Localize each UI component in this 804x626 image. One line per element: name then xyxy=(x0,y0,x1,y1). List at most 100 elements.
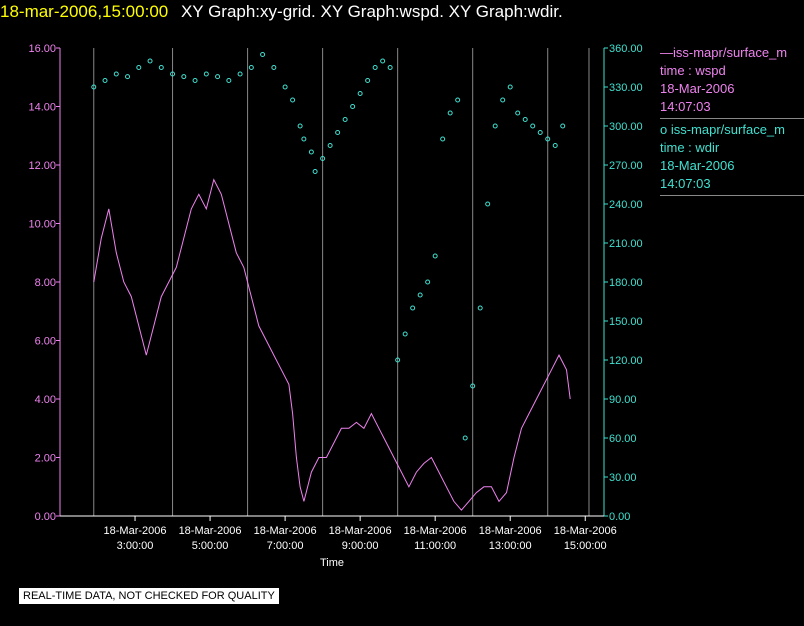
right-tick-label-0: 0.00 xyxy=(609,511,630,523)
series-wdir-point-22 xyxy=(312,169,318,174)
series-wdir-point-51 xyxy=(530,123,536,129)
x-tick-date-2: 18-Mar-2006 xyxy=(254,525,317,537)
right-tick-label-7: 210.00 xyxy=(609,238,643,250)
right-tick-label-6: 180.00 xyxy=(609,277,643,289)
legend-wdir-date: 18-Mar-2006 xyxy=(660,158,735,173)
right-tick-label-9: 270.00 xyxy=(609,160,643,172)
series-wdir-point-54 xyxy=(552,143,558,148)
series-wdir-point-43 xyxy=(470,383,476,389)
x-tick-date-4: 18-Mar-2006 xyxy=(404,525,467,537)
series-wdir-point-49 xyxy=(515,110,521,116)
quality-disclaimer: REAL-TIME DATA, NOT CHECKED FOR QUALITY xyxy=(19,588,279,604)
right-tick-label-12: 360.00 xyxy=(609,43,643,55)
legend-wspd-time: 14:07:03 xyxy=(660,99,711,114)
series-wdir-point-55 xyxy=(560,123,566,129)
x-tick-date-0: 18-Mar-2006 xyxy=(104,525,167,537)
left-tick-label-7: 14.00 xyxy=(28,102,56,114)
left-tick-label-4: 8.00 xyxy=(35,277,56,289)
series-wdir-point-18 xyxy=(290,97,296,103)
legend-entry-wspd[interactable]: —iss-mapr/surface_m time : wspd 18-Mar-2… xyxy=(660,44,804,119)
series-wdir-point-53 xyxy=(545,136,551,142)
series-wdir-point-48 xyxy=(507,84,513,90)
series-wdir-point-24 xyxy=(327,143,333,148)
legend: —iss-mapr/surface_m time : wspd 18-Mar-2… xyxy=(660,44,804,198)
series-wdir-point-9 xyxy=(192,78,198,83)
series-wdir-point-46 xyxy=(492,123,498,129)
series-wdir-point-40 xyxy=(447,110,453,116)
series-wdir-point-42 xyxy=(462,435,468,441)
series-wdir-point-23 xyxy=(320,156,326,161)
x-tick-time-6: 15:00:00 xyxy=(564,540,607,552)
series-wdir-point-21 xyxy=(308,149,314,155)
series-wdir-point-1 xyxy=(102,78,108,83)
series-wdir-point-4 xyxy=(136,65,142,70)
series-wdir-point-8 xyxy=(181,74,187,80)
x-tick-date-1: 18-Mar-2006 xyxy=(179,525,242,537)
x-tick-date-5: 18-Mar-2006 xyxy=(479,525,542,537)
left-tick-label-5: 10.00 xyxy=(28,219,56,231)
series-wdir-point-15 xyxy=(260,52,266,57)
series-wdir-point-2 xyxy=(113,71,119,77)
series-wdir-point-3 xyxy=(125,74,131,80)
series-wdir-point-7 xyxy=(170,71,176,77)
series-wdir-point-36 xyxy=(417,292,423,298)
series-wdir-point-17 xyxy=(282,84,288,90)
right-tick-label-8: 240.00 xyxy=(609,199,643,211)
right-tick-label-1: 30.00 xyxy=(609,472,637,484)
left-tick-label-3: 6.00 xyxy=(35,336,56,348)
left-tick-label-1: 2.00 xyxy=(35,453,56,465)
right-tick-label-10: 300.00 xyxy=(609,121,643,133)
right-tick-label-4: 120.00 xyxy=(609,355,643,367)
series-wdir-point-44 xyxy=(477,305,483,311)
right-tick-label-5: 150.00 xyxy=(609,316,643,328)
left-tick-label-0: 0.00 xyxy=(35,511,56,523)
series-wdir-point-13 xyxy=(237,71,243,77)
left-tick-label-6: 12.00 xyxy=(28,160,56,172)
legend-entry-wdir[interactable]: o iss-mapr/surface_m time : wdir 18-Mar-… xyxy=(660,121,804,196)
series-wdir-point-20 xyxy=(301,136,307,142)
series-wdir-point-28 xyxy=(357,91,363,96)
series-wdir-point-27 xyxy=(350,104,356,109)
series-wdir-point-41 xyxy=(455,97,461,103)
x-tick-time-5: 13:00:00 xyxy=(489,540,532,552)
x-axis-label: Time xyxy=(320,557,344,569)
series-wdir-point-10 xyxy=(203,71,209,77)
header-datetime: 18-mar-2006,15:00:00 xyxy=(0,2,169,21)
series-wdir-point-50 xyxy=(522,117,528,122)
series-wdir-point-19 xyxy=(297,123,303,129)
series-wdir-point-30 xyxy=(372,65,378,70)
series-wdir-point-29 xyxy=(365,78,371,83)
legend-wspd-date: 18-Mar-2006 xyxy=(660,81,735,96)
series-wdir-point-5 xyxy=(147,58,153,64)
series-wdir-point-26 xyxy=(342,117,348,122)
x-tick-date-6: 18-Mar-2006 xyxy=(554,525,617,537)
series-wdir-point-37 xyxy=(425,279,431,285)
legend-wdir-time: 14:07:03 xyxy=(660,176,711,191)
header-graph-list: XY Graph:xy-grid. XY Graph:wspd. XY Grap… xyxy=(180,2,563,21)
x-tick-time-1: 5:00:00 xyxy=(192,540,229,552)
right-tick-label-11: 330.00 xyxy=(609,82,643,94)
x-tick-time-0: 3:00:00 xyxy=(117,540,154,552)
series-wdir-point-6 xyxy=(158,65,164,70)
x-tick-time-2: 7:00:00 xyxy=(267,540,304,552)
series-wdir-point-0 xyxy=(91,84,97,90)
series-wdir-point-31 xyxy=(380,58,386,64)
series-wdir-point-34 xyxy=(402,331,408,337)
x-tick-date-3: 18-Mar-2006 xyxy=(329,525,392,537)
right-tick-label-3: 90.00 xyxy=(609,394,637,406)
legend-wdir-name: o iss-mapr/surface_m xyxy=(660,122,785,137)
x-tick-time-4: 11:00:00 xyxy=(414,540,456,552)
left-tick-label-2: 4.00 xyxy=(35,394,56,406)
series-wdir-point-47 xyxy=(500,97,506,103)
series-wdir-point-25 xyxy=(335,130,341,135)
series-wdir-point-45 xyxy=(485,201,491,207)
chart-header: 18-mar-2006,15:00:00 XY Graph:xy-grid. X… xyxy=(0,0,563,24)
series-wspd-line xyxy=(93,178,571,511)
legend-wdir-label: time : wdir xyxy=(660,140,720,155)
series-wdir-point-14 xyxy=(248,65,254,70)
x-tick-time-3: 9:00:00 xyxy=(342,540,379,552)
series-wdir-point-32 xyxy=(387,65,393,70)
series-wdir-point-35 xyxy=(410,305,416,311)
series-wdir-point-11 xyxy=(215,74,221,80)
